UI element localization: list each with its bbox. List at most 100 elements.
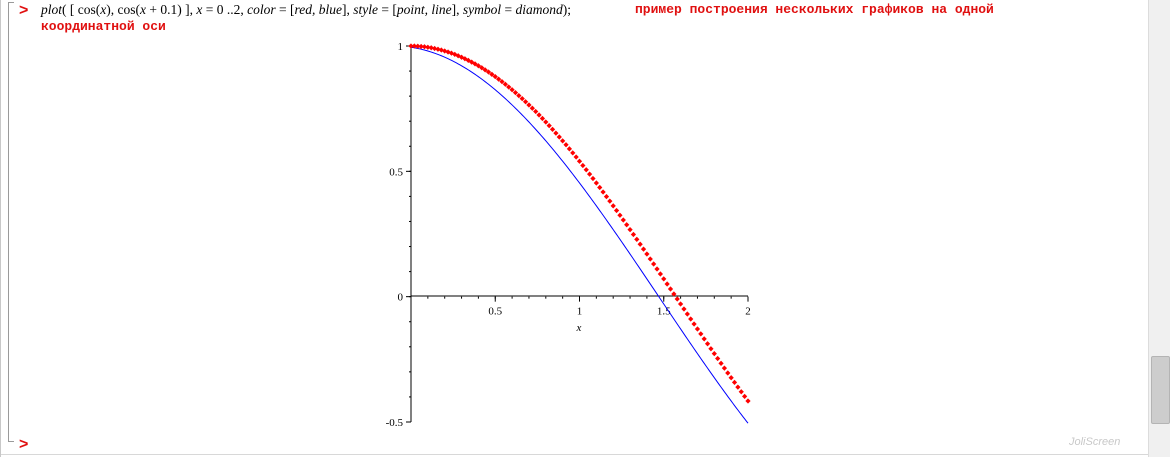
diamond-point xyxy=(586,171,593,177)
diamond-point xyxy=(624,222,630,228)
diamond-point xyxy=(462,56,468,62)
execution-group-bracket[interactable] xyxy=(8,2,14,442)
command-part: color xyxy=(247,2,276,17)
diamond-point xyxy=(640,246,647,252)
command-part: = 0 ..2, xyxy=(202,2,248,17)
diamond-point xyxy=(681,306,687,312)
diamond-point xyxy=(708,346,714,352)
diamond-point xyxy=(718,360,724,366)
diamond-point xyxy=(677,301,684,307)
diamond-point xyxy=(560,138,566,144)
diamond-point xyxy=(644,251,650,257)
x-tick-label: 0.5 xyxy=(488,306,502,318)
x-axis-label: x xyxy=(576,322,582,334)
diamond-point xyxy=(671,291,677,297)
diamond-point xyxy=(465,57,471,63)
diamond-point xyxy=(411,43,417,49)
diamond-point xyxy=(728,375,734,381)
diamond-point xyxy=(549,126,556,132)
diamond-point xyxy=(563,142,569,148)
diamond-point xyxy=(428,45,434,51)
command-part: ], xyxy=(451,2,463,17)
diamond-point xyxy=(512,90,519,96)
command-input[interactable]: plot( [ cos(x), cos(x + 0.1) ], x = 0 ..… xyxy=(41,1,1101,19)
vertical-scrollbar[interactable] xyxy=(1148,0,1170,457)
worksheet-bottom-border xyxy=(1,454,1149,455)
diamond-point xyxy=(590,175,596,182)
x-ticks: 0.5 1 1.5 2 xyxy=(427,296,751,318)
diamond-point xyxy=(516,92,522,99)
diamond-point xyxy=(506,84,512,90)
command-part: red, blue xyxy=(294,2,342,17)
diamond-point xyxy=(495,76,502,82)
diamond-point xyxy=(522,99,529,105)
next-input-prompt[interactable]: > xyxy=(19,436,29,453)
diamond-point xyxy=(442,48,448,54)
diamond-point xyxy=(661,276,667,282)
diamond-point xyxy=(667,286,674,292)
diamond-point xyxy=(543,119,549,125)
plot-output[interactable]: 1 0.5 0 -0.5 0.5 1 1.5 2 x xyxy=(361,36,761,436)
diamond-point xyxy=(425,44,431,50)
series-cos-x-plus-0-1 xyxy=(410,46,749,424)
diamond-point xyxy=(421,44,428,50)
command-part: = [ xyxy=(377,2,397,17)
diamond-point xyxy=(738,389,744,395)
command-part: x xyxy=(196,2,203,17)
diamond-point xyxy=(715,355,721,362)
y-ticks: 1 0.5 0 -0.5 xyxy=(386,41,411,429)
diamond-point xyxy=(711,350,717,357)
diamond-point xyxy=(651,261,657,267)
diamond-point xyxy=(664,281,670,287)
command-function: plot xyxy=(41,2,63,17)
command-part: ( [ cos( xyxy=(62,2,101,17)
diamond-point xyxy=(745,398,751,404)
diamond-point xyxy=(482,67,488,73)
diamond-point xyxy=(472,61,478,67)
diamond-point xyxy=(580,162,586,169)
diamond-point xyxy=(607,198,613,204)
diamond-point xyxy=(499,79,505,85)
scrollbar-thumb[interactable] xyxy=(1151,356,1170,424)
diamond-point xyxy=(704,341,711,347)
command-part: ], xyxy=(341,2,354,17)
diamond-point xyxy=(684,311,690,317)
watermark-logo: JoliScreen xyxy=(1069,436,1121,448)
diamond-point xyxy=(546,123,552,129)
diamond-point xyxy=(573,154,579,160)
diamond-point xyxy=(688,316,694,322)
diamond-point xyxy=(492,74,498,80)
diamond-point xyxy=(731,379,738,386)
command-part: ), cos( xyxy=(106,2,140,17)
command-part: diamond xyxy=(515,2,563,17)
diamond-point xyxy=(694,326,701,332)
comment-line-1: пример построения нескольких графиков на… xyxy=(635,2,994,17)
diamond-point xyxy=(479,65,485,71)
diamond-point xyxy=(469,59,475,65)
diamond-point xyxy=(654,266,660,272)
diamond-point xyxy=(418,43,424,50)
diamond-point xyxy=(452,51,458,58)
diamond-point xyxy=(553,130,559,136)
diamond-point xyxy=(593,180,599,186)
x-tick-label: 1 xyxy=(577,306,583,318)
diamond-point xyxy=(630,231,637,238)
command-part: x xyxy=(100,2,107,17)
diamond-point xyxy=(489,71,495,77)
diamond-point xyxy=(536,112,542,118)
y-tick-label: 1 xyxy=(398,41,404,53)
x-tick-label: 2 xyxy=(745,306,751,318)
series-cos-x xyxy=(408,43,751,404)
y-tick-label: 0 xyxy=(398,292,404,304)
diamond-point xyxy=(502,81,508,87)
diamond-point xyxy=(475,63,482,69)
command-part: + 0.1) ], xyxy=(146,2,197,17)
diamond-point xyxy=(570,150,576,156)
diamond-point xyxy=(526,102,532,108)
diamond-point xyxy=(637,241,643,247)
diamond-point xyxy=(627,226,633,233)
diamond-point xyxy=(735,384,741,390)
plot-axes xyxy=(410,46,748,422)
y-tick-label: -0.5 xyxy=(386,417,404,429)
